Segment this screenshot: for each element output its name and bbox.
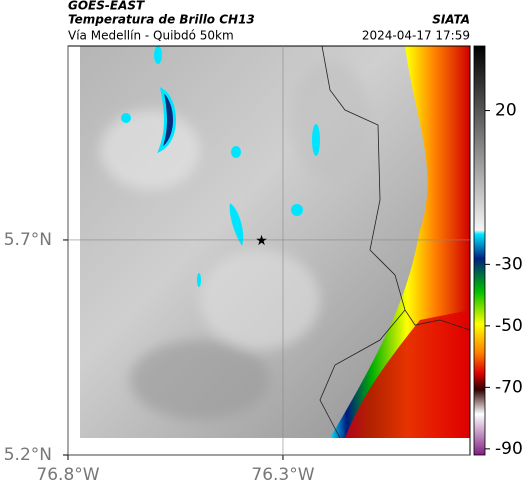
product: GOES-EAST [68, 0, 145, 13]
colorbar-tick-label: -70 [495, 377, 523, 397]
imagery [80, 45, 471, 439]
y-tick-label: 5.7°N [4, 230, 52, 250]
location-marker: ★ [255, 233, 268, 249]
title: Temperatura de Brillo CH13 [68, 13, 255, 27]
x-tick-label: 76.3°W [251, 465, 314, 485]
datetime: 2024-04-17 17:59 [362, 29, 470, 43]
x-tick-label: 76.8°W [36, 465, 99, 485]
source: SIATA [432, 13, 470, 27]
colorbar-tick-label: 20 [495, 101, 517, 121]
colorbar-tick-label: -30 [495, 254, 523, 274]
colorbar-tick-label: -50 [495, 316, 523, 336]
y-tick-label: 5.2°N [4, 445, 52, 465]
colorbar-tick-label: -90 [495, 439, 523, 459]
subtitle: Vía Medellín - Quibdó 50km [68, 29, 234, 43]
colorbar [473, 45, 486, 456]
